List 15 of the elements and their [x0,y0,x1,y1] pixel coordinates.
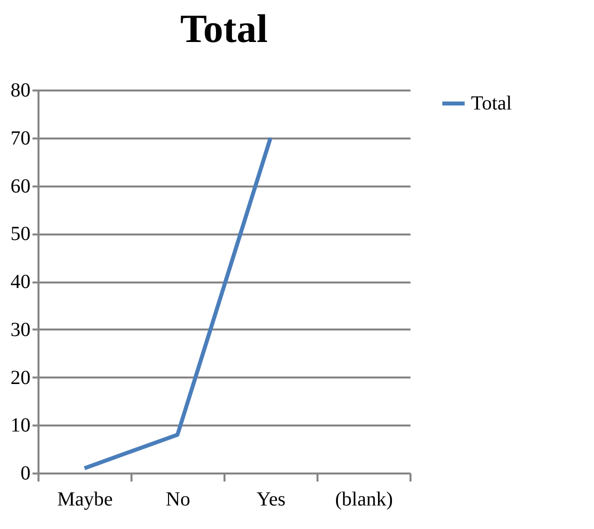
x-tick-label: Yes [256,488,286,510]
y-tick-label: 30 [10,318,30,341]
x-tick-label: Maybe [57,488,113,510]
y-tick-label: 70 [10,127,30,150]
y-tick-label: 0 [20,462,30,484]
x-tick-label: (blank) [335,488,393,510]
y-tick-label: 60 [10,175,30,198]
y-tick-label: 80 [10,80,30,102]
x-tick-label: No [166,488,190,510]
y-tick-label: 40 [10,271,30,293]
legend-label: Total [471,92,512,114]
y-tick-label: 10 [10,414,30,437]
chart-title: Total [180,6,268,51]
y-tick-label: 20 [10,366,30,389]
y-tick-label: 50 [10,223,30,246]
